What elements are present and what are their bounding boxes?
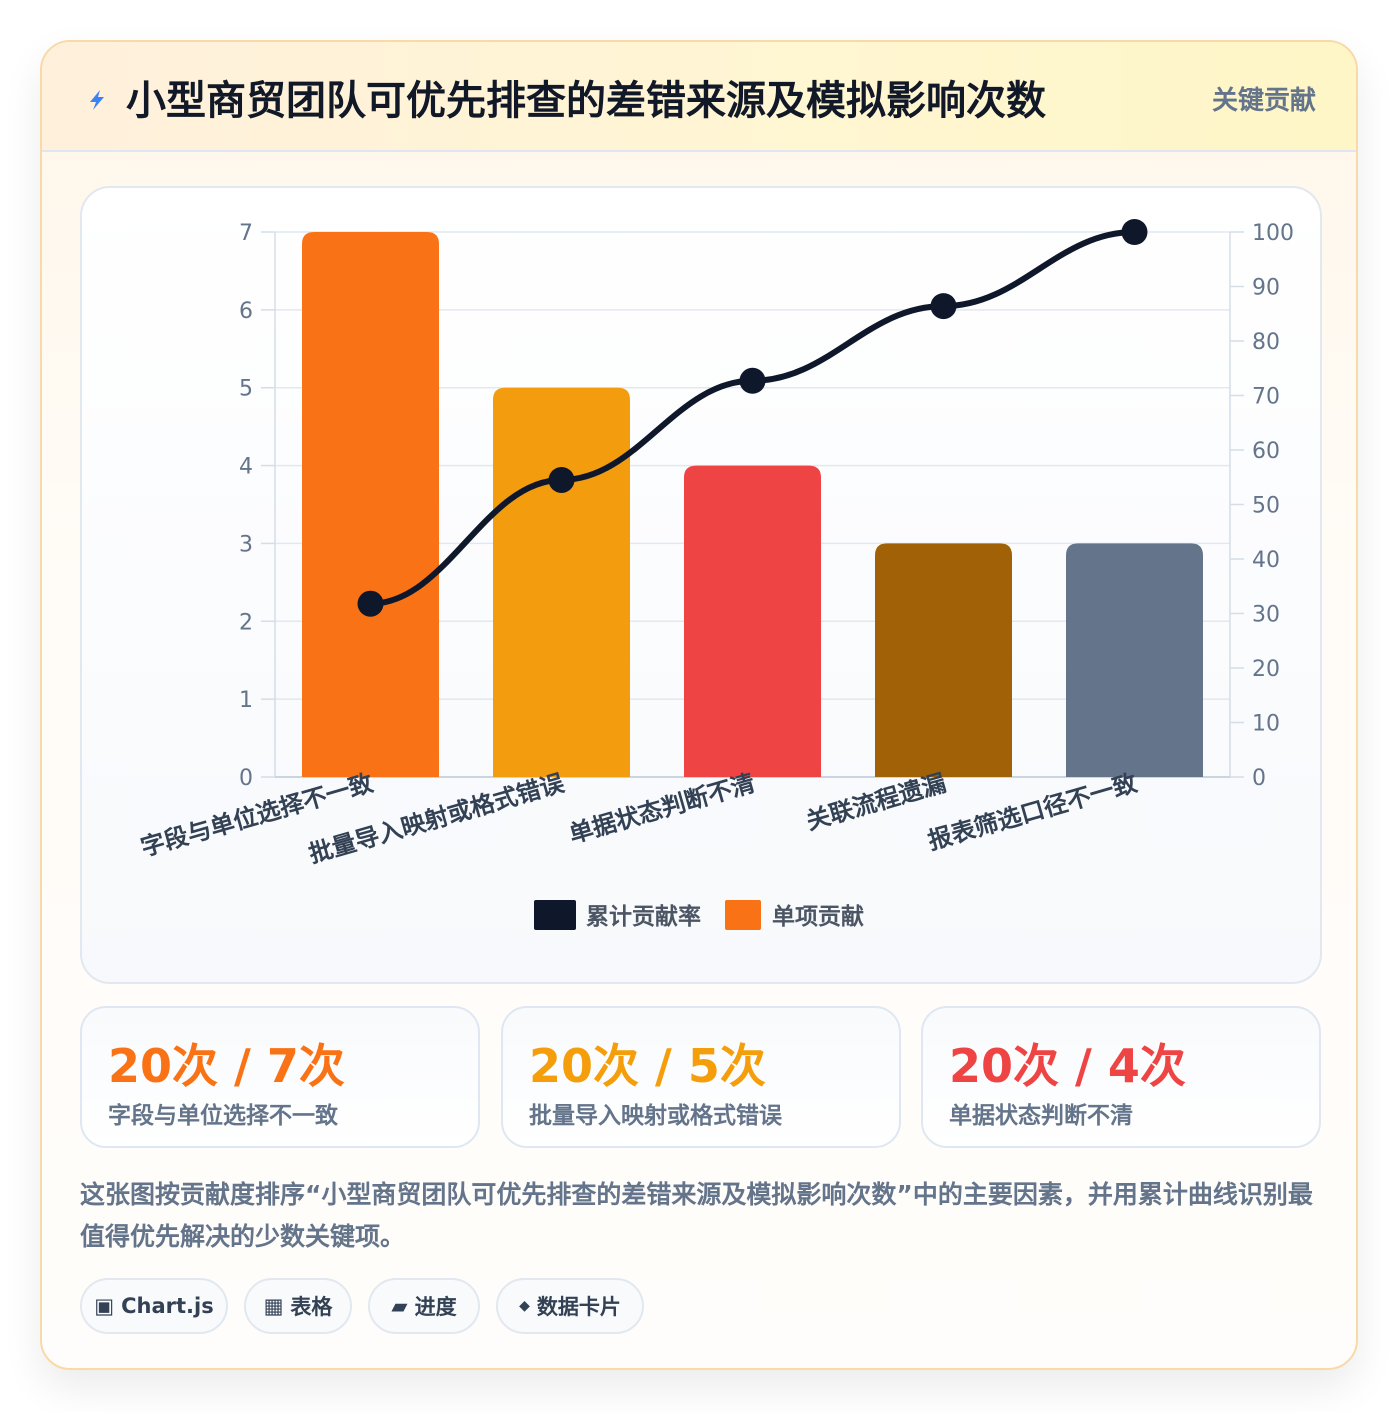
y-right-tick-label: 30 (1252, 603, 1280, 628)
x-tick-label: 关联流程遗漏 (803, 769, 949, 836)
y-right-tick-label: 60 (1252, 439, 1280, 464)
cumulative-point (930, 293, 957, 320)
bar (493, 387, 630, 777)
pill-label: 数据卡片 (536, 1295, 621, 1319)
y-left-tick-label: 5 (239, 377, 253, 402)
stat-card-1: 20次 / 7次 字段与单位选择不一致 (80, 1006, 480, 1148)
page-title: 小型商贸团队可优先排查的差错来源及模拟影响次数 (126, 78, 1046, 124)
card-header: 小型商贸团队可优先排查的差错来源及模拟影响次数 关键贡献 (42, 42, 1356, 152)
cumulative-point (357, 590, 384, 617)
stat-value: 20次 / 7次 (108, 1039, 345, 1093)
y-left-tick-label: 0 (239, 766, 253, 791)
x-tick-label: 报表筛选口径不一致 (925, 769, 1141, 856)
stat-label: 单据状态判断不清 (949, 1103, 1133, 1129)
cumulative-point (739, 367, 766, 394)
pill-progress[interactable]: ▰ 进度 (368, 1278, 480, 1334)
grid-icon: ▦ (263, 1294, 284, 1318)
y-right-tick-label: 10 (1252, 712, 1280, 737)
y-left-tick-label: 7 (239, 221, 253, 246)
y-right-tick-label: 20 (1252, 657, 1280, 682)
progress-icon: ▰ (391, 1294, 408, 1318)
stat-value: 20次 / 4次 (949, 1039, 1186, 1093)
stat-label: 批量导入映射或格式错误 (529, 1103, 782, 1129)
y-right-tick-label: 70 (1252, 385, 1280, 410)
diamond-icon: ◆ (519, 1298, 530, 1314)
bar (1066, 543, 1203, 777)
y-left-tick-label: 1 (239, 688, 253, 713)
pill-label: 进度 (414, 1295, 457, 1319)
y-right-tick-label: 90 (1252, 276, 1280, 301)
pill-chartjs[interactable]: ▣ Chart.js (80, 1278, 228, 1334)
y-right-tick-label: 0 (1252, 766, 1266, 791)
square-icon: ▣ (94, 1294, 115, 1318)
pill-data-card[interactable]: ◆ 数据卡片 (496, 1278, 644, 1334)
legend-swatch-single (725, 900, 761, 930)
header-tag: 关键贡献 (1211, 86, 1316, 116)
y-right-tick-label: 50 (1252, 494, 1280, 519)
legend-label: 累计贡献率 (586, 903, 701, 930)
y-left-tick-label: 3 (239, 532, 253, 557)
chart-card: 小型商贸团队可优先排查的差错来源及模拟影响次数 关键贡献 0 1 2 3 4 5 6 7 0 10… (40, 40, 1358, 1370)
y-right-tick-label: 40 (1252, 548, 1280, 573)
bar (875, 543, 1012, 777)
y-left-tick-label: 2 (239, 610, 253, 635)
chart-container: 0 1 2 3 4 5 6 7 0 10 20 30 40 50 60 70 80 90 100 字段与单位选择不一致… (80, 186, 1322, 984)
stat-value: 20次 / 5次 (529, 1039, 766, 1093)
stat-card-3: 20次 / 4次 单据状态判断不清 (921, 1006, 1321, 1148)
bar (302, 232, 439, 777)
chart-description: 这张图按贡献度排序“小型商贸团队可优先排查的差错来源及模拟影响次数”中的主要因素… (80, 1180, 1313, 1251)
cumulative-point (548, 466, 575, 493)
y-right-tick-label: 100 (1252, 221, 1294, 246)
stat-card-2: 20次 / 5次 批量导入映射或格式错误 (501, 1006, 901, 1148)
pareto-chart: 012345670102030405060708090100字段与单位选择不一致… (138, 219, 1294, 930)
y-left-tick-label: 6 (239, 299, 253, 324)
y-right-tick-label: 80 (1252, 330, 1280, 355)
cumulative-point (1121, 219, 1148, 245)
legend-label: 单项贡献 (772, 904, 864, 930)
y-left-tick-label: 4 (239, 455, 253, 480)
legend-swatch-cumulative (534, 900, 576, 930)
pill-label: Chart.js (121, 1294, 214, 1318)
pill-table[interactable]: ▦ 表格 (244, 1278, 352, 1334)
x-tick-label: 单据状态判断不清 (566, 769, 758, 849)
lightning-bolt-icon (90, 90, 104, 110)
pill-label: 表格 (290, 1295, 333, 1319)
stat-label: 字段与单位选择不一致 (108, 1103, 338, 1129)
bar (684, 465, 821, 777)
